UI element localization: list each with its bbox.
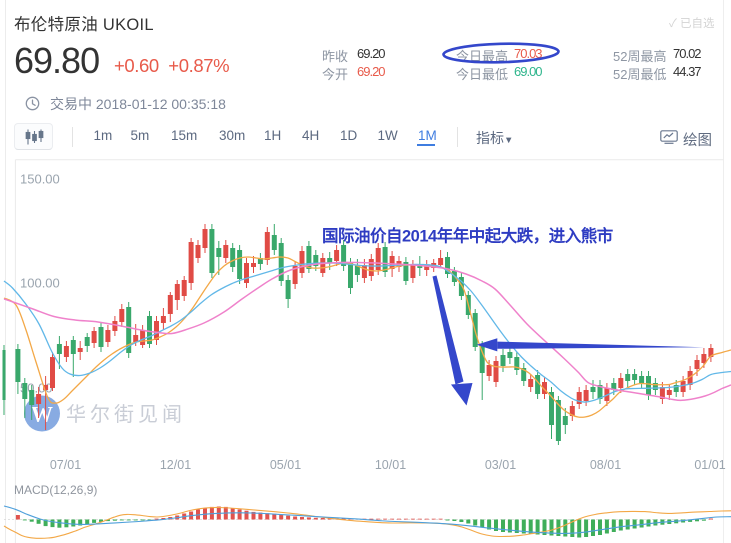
svg-text:华尔街见闻: 华尔街见闻 bbox=[66, 403, 186, 426]
svg-text:W: W bbox=[31, 402, 53, 427]
svg-text:12/01: 12/01 bbox=[160, 458, 191, 472]
svg-text:05/01: 05/01 bbox=[270, 458, 301, 472]
svg-text:01/01: 01/01 bbox=[694, 458, 725, 472]
svg-text:MACD(12,26,9): MACD(12,26,9) bbox=[14, 483, 97, 497]
svg-text:03/01: 03/01 bbox=[485, 458, 516, 472]
svg-text:150.00: 150.00 bbox=[20, 172, 60, 187]
svg-text:07/01: 07/01 bbox=[50, 458, 81, 472]
svg-text:100.00: 100.00 bbox=[20, 276, 60, 291]
svg-text:08/01: 08/01 bbox=[590, 458, 621, 472]
svg-text:10/01: 10/01 bbox=[375, 458, 406, 472]
svg-text:国际油价自2014年年中起大跌，进入熊市: 国际油价自2014年年中起大跌，进入熊市 bbox=[322, 226, 613, 246]
svg-text:50.00: 50.00 bbox=[20, 381, 53, 396]
